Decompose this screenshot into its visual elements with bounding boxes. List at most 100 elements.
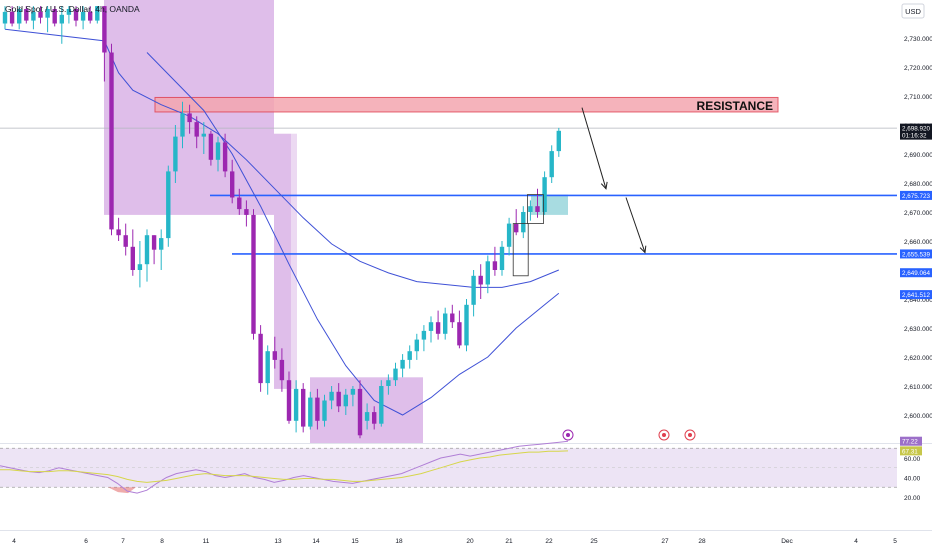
candle-body <box>443 313 448 334</box>
price-tick-label: 2,620.000 <box>904 355 932 362</box>
candle-body <box>528 206 533 212</box>
price-tick-label: 2,630.000 <box>904 326 932 333</box>
candle-body <box>251 214 256 334</box>
rsi-band <box>0 448 897 488</box>
price-tag-label: 2,675.723 <box>902 193 931 200</box>
candle-body <box>123 235 128 247</box>
pattern-box <box>527 194 544 225</box>
price-tick-label: 2,600.000 <box>904 413 932 420</box>
candle-body <box>2 11 8 24</box>
arrow-shaft <box>625 197 646 253</box>
candle-body <box>357 388 363 436</box>
candle-body <box>95 6 100 21</box>
candle-body <box>130 246 135 270</box>
symbol-title: Gold Spot / U.S. Dollar, 4h, OANDA <box>5 4 140 14</box>
candle-body <box>464 304 469 346</box>
time-tick-label: 4 <box>12 538 16 545</box>
price-tick-label: 2,680.000 <box>904 181 932 188</box>
rsi-tag-label: 77.22 <box>902 439 918 446</box>
candle-body <box>556 130 561 152</box>
event-marker-dot <box>688 433 692 437</box>
candle-body <box>230 171 235 198</box>
candle-body <box>542 177 547 212</box>
time-tick-label: 18 <box>395 538 403 545</box>
candle-body <box>144 235 150 265</box>
rsi-tick-label: 20.00 <box>904 495 921 502</box>
price-tick-label: 2,730.000 <box>904 36 932 43</box>
candle-body <box>435 322 441 334</box>
candle-body <box>428 322 434 331</box>
candle-body <box>485 261 490 285</box>
candle-body <box>222 142 228 172</box>
event-marker-dot <box>566 433 570 437</box>
candle-body <box>471 275 476 305</box>
candle-body <box>364 412 370 421</box>
candle-body <box>372 412 377 424</box>
rsi-tick-label: 60.00 <box>904 456 921 463</box>
candle-body <box>450 313 455 323</box>
candle-body <box>549 151 554 178</box>
candle-body <box>478 275 483 285</box>
candle-body <box>400 359 405 369</box>
candle-body <box>24 9 29 21</box>
candle-body <box>265 351 270 384</box>
zone-shade <box>274 133 291 389</box>
candle-body <box>102 6 107 53</box>
candle-body <box>535 206 540 212</box>
candle-body <box>521 212 526 233</box>
candle-body <box>80 11 86 21</box>
candle-body <box>159 238 164 250</box>
candle-body <box>173 136 178 172</box>
price-tag-badge <box>900 268 932 278</box>
candle-body <box>66 9 72 15</box>
candle-body <box>109 52 114 230</box>
rsi-series-line <box>0 440 569 494</box>
candle-body <box>272 351 277 360</box>
rsi-tag-badge <box>900 436 922 446</box>
candle-body <box>492 261 498 270</box>
candle-body <box>336 391 341 407</box>
resistance-label: RESISTANCE <box>697 99 773 113</box>
projection-arrow <box>625 197 647 254</box>
time-tick-label: 22 <box>545 538 553 545</box>
time-tick-label: 5 <box>893 538 897 545</box>
time-tick-label: 25 <box>590 538 598 545</box>
price-tick-label: 2,670.000 <box>904 210 932 217</box>
rsi-tick-label: 40.00 <box>904 476 921 483</box>
candle-body <box>286 380 292 421</box>
price-tick-label: 2,720.000 <box>904 65 932 72</box>
time-tick-label: 21 <box>505 538 513 545</box>
candle-body <box>31 11 36 21</box>
candle-body <box>258 333 263 384</box>
time-tick-label: 13 <box>274 538 282 545</box>
price-tag-badge <box>900 290 932 300</box>
time-tick-label: 14 <box>312 538 320 545</box>
price-tag-badge <box>900 249 932 259</box>
candle-body <box>293 388 299 421</box>
candle-body <box>386 380 391 386</box>
candle-body <box>201 133 206 137</box>
time-tick-label: 7 <box>121 538 125 545</box>
candle-body <box>88 11 93 21</box>
candle-body <box>237 197 242 210</box>
time-tick-label: 20 <box>466 538 474 545</box>
time-tick-label: 6 <box>84 538 88 545</box>
candle-body <box>315 397 320 421</box>
arrow-head <box>600 181 608 190</box>
candle-body <box>457 322 462 346</box>
candle-body <box>499 246 505 270</box>
event-marker-dot <box>662 433 666 437</box>
time-tick-label: 28 <box>698 538 706 545</box>
candle-body <box>244 209 249 215</box>
candle-body <box>279 359 285 381</box>
price-tag-label: 2,649.064 <box>902 270 931 277</box>
candle-body <box>322 400 327 421</box>
resistance-zone[interactable] <box>154 96 779 113</box>
price-tag-badge <box>900 123 932 140</box>
candle-body <box>73 9 79 21</box>
currency-box[interactable] <box>901 3 925 19</box>
candle-body <box>137 264 143 270</box>
price-tag-label: 2,655.539 <box>902 251 931 258</box>
